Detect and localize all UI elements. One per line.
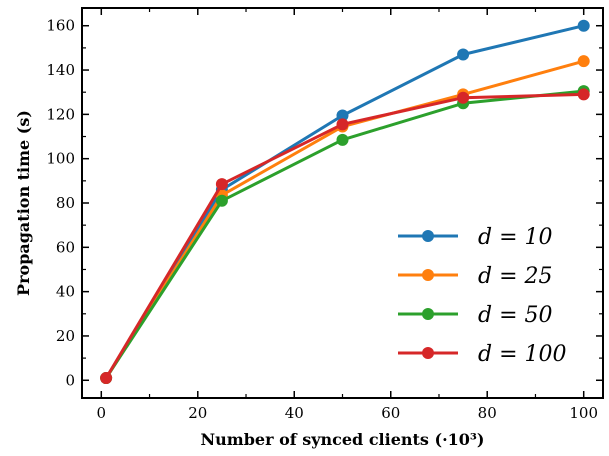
legend-entry: d = 50 bbox=[398, 303, 553, 328]
x-tick-label: 60 bbox=[381, 404, 400, 422]
x-tick-label: 80 bbox=[478, 404, 497, 422]
legend-label: d = 10 bbox=[478, 225, 553, 250]
x-tick-label: 100 bbox=[569, 404, 598, 422]
legend-entry: d = 10 bbox=[398, 225, 553, 250]
data-point bbox=[215, 194, 228, 207]
data-point bbox=[336, 109, 349, 122]
legend-marker bbox=[422, 308, 434, 320]
y-tick-label: 120 bbox=[46, 105, 75, 123]
y-tick-label: 100 bbox=[46, 150, 75, 168]
data-point bbox=[215, 178, 228, 191]
y-tick-label: 40 bbox=[56, 283, 75, 301]
data-point bbox=[336, 118, 349, 131]
legend-label: d = 50 bbox=[478, 303, 553, 328]
y-tick-label: 20 bbox=[56, 327, 75, 345]
legend-marker bbox=[422, 230, 434, 242]
data-point bbox=[457, 91, 470, 104]
y-tick-label: 160 bbox=[46, 17, 75, 35]
legend-marker bbox=[422, 347, 434, 359]
ticks-layer: 0 20 40 60 80 100 0 20 40 60 80 100 120 140 160 bbox=[46, 8, 603, 422]
series-layer bbox=[100, 19, 590, 385]
x-tick-label: 20 bbox=[188, 404, 207, 422]
data-point bbox=[457, 48, 470, 61]
x-axis-label: Number of synced clients (·10³) bbox=[201, 430, 485, 449]
legend-label: d = 25 bbox=[478, 264, 553, 289]
x-tick-label: 0 bbox=[97, 404, 107, 422]
legend-entry: d = 100 bbox=[398, 342, 567, 367]
series-3 bbox=[100, 88, 590, 385]
data-point bbox=[577, 55, 590, 68]
x-tick-label: 40 bbox=[285, 404, 304, 422]
legend: d = 10 d = 25 d = 50 d = 100 bbox=[398, 225, 567, 367]
legend-entry: d = 25 bbox=[398, 264, 553, 289]
series-0 bbox=[100, 19, 590, 385]
legend-label: d = 100 bbox=[478, 342, 567, 367]
series-line bbox=[104, 59, 585, 379]
y-tick-label: 80 bbox=[56, 194, 75, 212]
data-point bbox=[336, 133, 349, 146]
y-tick-label: 0 bbox=[65, 371, 75, 389]
series-1 bbox=[100, 55, 590, 385]
plot-frame bbox=[81, 7, 604, 399]
y-tick-label: 140 bbox=[46, 61, 75, 79]
y-tick-label: 60 bbox=[56, 238, 75, 256]
data-point bbox=[577, 88, 590, 101]
legend-marker bbox=[422, 269, 434, 281]
data-point bbox=[577, 19, 590, 32]
data-point bbox=[100, 372, 113, 385]
y-axis-label: Propagation time (s) bbox=[14, 110, 33, 296]
